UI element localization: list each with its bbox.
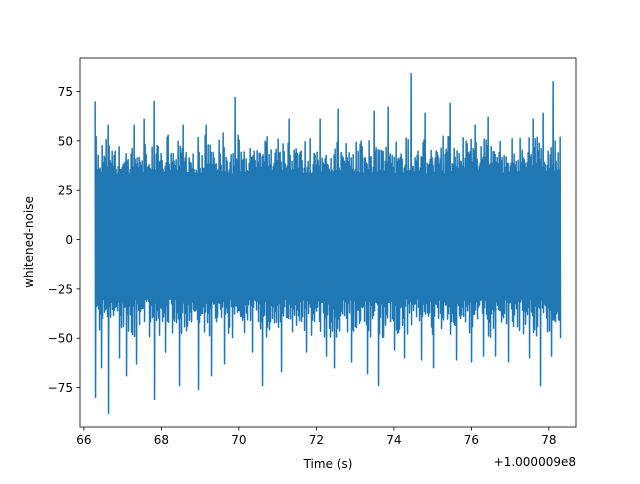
y-axis-label: whitened-noise — [22, 196, 36, 288]
y-tick-label: 50 — [58, 134, 73, 148]
axes-frame — [79, 57, 577, 428]
y-tick-label: 75 — [58, 85, 73, 99]
x-tick-label: 74 — [386, 433, 401, 447]
plot-area — [94, 73, 562, 414]
y-tick-label: −75 — [48, 381, 73, 395]
y-tick-label: −25 — [48, 282, 73, 296]
noise-series-line — [94, 73, 562, 414]
y-tick-label: 25 — [58, 184, 73, 198]
x-offset-label: +1.000009e8 — [494, 455, 576, 469]
x-axis: 66 68 70 72 74 76 78 — [76, 427, 557, 447]
x-axis-label: Time (s) — [303, 457, 353, 471]
x-tick-label: 78 — [541, 433, 556, 447]
x-tick-label: 70 — [231, 433, 246, 447]
x-tick-label: 66 — [76, 433, 91, 447]
x-tick-label: 72 — [309, 433, 324, 447]
x-tick-label: 76 — [464, 433, 479, 447]
y-tick-label: 0 — [65, 233, 73, 247]
y-tick-label: −50 — [48, 332, 73, 346]
x-tick-label: 68 — [154, 433, 169, 447]
y-axis: −75 −50 −25 0 25 50 75 — [48, 85, 80, 395]
